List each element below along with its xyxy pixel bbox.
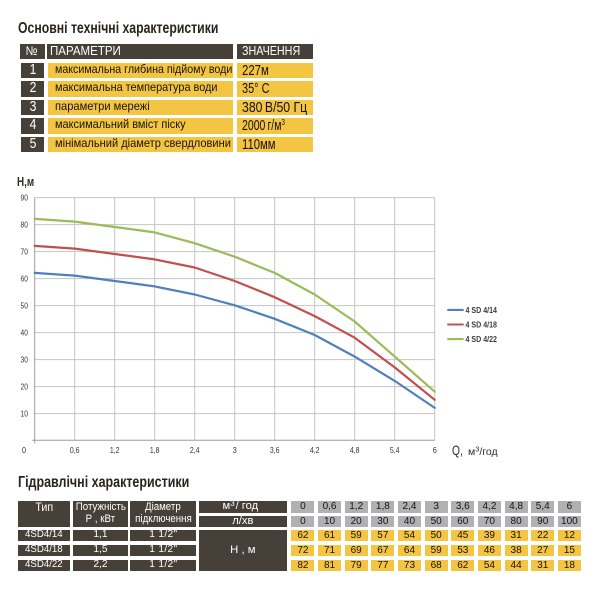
- svg-text:2,4: 2,4: [190, 445, 200, 455]
- svg-text:4 SD 4/22: 4 SD 4/22: [466, 334, 498, 344]
- svg-text:м3/год: м3/год: [468, 445, 498, 459]
- svg-text:Н,м: Н,м: [17, 175, 34, 189]
- svg-text:50: 50: [21, 301, 29, 311]
- svg-text:60: 60: [21, 274, 29, 284]
- svg-text:0: 0: [22, 445, 26, 455]
- svg-text:4,2: 4,2: [310, 445, 320, 455]
- svg-text:4 SD 4/14: 4 SD 4/14: [466, 305, 498, 315]
- svg-text:90: 90: [21, 193, 29, 203]
- svg-text:4,8: 4,8: [350, 445, 360, 455]
- svg-text:3: 3: [233, 445, 237, 455]
- svg-text:1,8: 1,8: [150, 445, 160, 455]
- svg-text:30: 30: [21, 355, 29, 365]
- svg-text:10: 10: [21, 409, 29, 419]
- svg-text:80: 80: [21, 220, 29, 230]
- svg-text:0,6: 0,6: [70, 445, 80, 455]
- svg-text:3,6: 3,6: [270, 445, 280, 455]
- svg-text:Q,: Q,: [452, 442, 463, 458]
- svg-text:6: 6: [433, 445, 437, 455]
- svg-text:20: 20: [21, 382, 29, 392]
- svg-text:5,4: 5,4: [390, 445, 400, 455]
- svg-text:1,2: 1,2: [110, 445, 120, 455]
- svg-text:40: 40: [21, 328, 29, 338]
- svg-text:70: 70: [21, 247, 29, 257]
- svg-text:4 SD 4/18: 4 SD 4/18: [466, 319, 498, 329]
